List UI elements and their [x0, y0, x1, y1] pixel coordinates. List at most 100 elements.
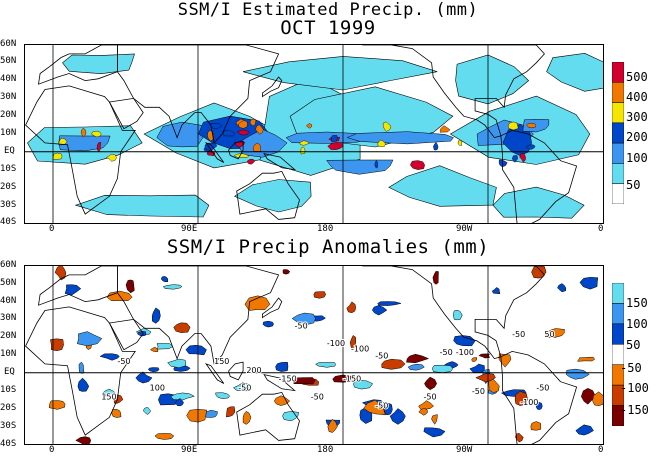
top-south-america-outline: [500, 129, 578, 223]
precip-fields: [27, 52, 603, 219]
top-colorbar-swatch-5: [611, 163, 625, 184]
anomaly-cell-98: [418, 408, 428, 416]
top-grid: [25, 45, 603, 223]
anomaly-contour-label-13: -50: [472, 387, 485, 396]
bottom-lat-label-10n: 10N: [0, 349, 17, 359]
anomaly-cell-24: [244, 295, 271, 311]
anomaly-cell-31: [498, 353, 512, 368]
anomaly-contour-label-20: 150: [101, 393, 116, 402]
bottom-japan-outline: [262, 297, 283, 319]
anomaly-fields: [48, 266, 603, 444]
anomaly-cell-72: [174, 398, 184, 407]
anomaly-cell-43: [125, 279, 135, 294]
precip-cell-13: [525, 144, 536, 150]
anomaly-cell-80: [581, 388, 596, 405]
bottom-colorbar-swatch-1: [611, 303, 625, 325]
precip-cell-11: [439, 125, 451, 133]
precip-cell-24: [374, 160, 378, 169]
anomaly-cell-53: [531, 266, 547, 279]
anomaly-contour-label-1: -100: [327, 339, 345, 348]
anomaly-cell-76: [274, 395, 291, 406]
top-north-america-outline: [362, 45, 545, 139]
anomaly-cell-23: [314, 362, 336, 368]
anomaly-contour-label-3: -50: [375, 352, 388, 361]
anomaly-contour-label-2: -100: [351, 344, 369, 353]
precip-cell-37: [306, 123, 313, 129]
anomaly-cell-29: [371, 305, 388, 316]
bottom-colorbar-label-neg50: -50: [620, 361, 642, 375]
precip-cell-26: [457, 139, 463, 146]
top-lat-label-50n: 50N: [0, 56, 17, 66]
anomaly-cell-93: [579, 277, 599, 290]
precip-cell-10: [410, 160, 425, 170]
bottom-colorbar-label-100: 100: [626, 317, 648, 331]
top-colorbar-label-300: 300: [626, 110, 648, 124]
bottom-lat-label-eq: EQ: [4, 367, 15, 377]
bottom-south-america-outline: [500, 350, 578, 444]
anomaly-cell-85: [592, 391, 603, 406]
anomaly-cell-36: [353, 380, 374, 390]
precip-cell-22: [300, 146, 306, 155]
anomaly-cell-64: [453, 309, 463, 321]
anomaly-cell-86: [327, 418, 338, 433]
anomaly-cell-65: [135, 371, 153, 384]
anomaly-cell-100: [406, 353, 430, 364]
bottom-colorbar: [611, 282, 625, 427]
bottom-north-america-outline: [362, 266, 545, 360]
precip-region-9: [492, 186, 585, 219]
anomaly-contour-label-4: -50: [440, 348, 453, 357]
top-lat-label-eq: EQ: [4, 146, 15, 156]
anomaly-contour-label-15: -50: [536, 384, 549, 393]
anomaly-cell-78: [275, 361, 289, 372]
anomaly-cell-97: [363, 399, 386, 416]
bottom-map-title: SSM/I Precip Anomalies (mm): [166, 236, 490, 258]
anomaly-cell-4: [102, 388, 116, 397]
top-lon-label-180: 180: [317, 224, 334, 234]
precip-cell-38: [331, 135, 338, 143]
precip-band-8: [326, 159, 394, 175]
anomaly-cell-63: [151, 307, 161, 324]
anomaly-cell-55: [147, 367, 160, 373]
anomaly-map-bottom: -50 -100 -100 -50 -50 -100 150 200 -50 -150 -50 -50…: [24, 265, 604, 445]
precip-band-5: [346, 131, 454, 145]
anomaly-cell-28: [111, 409, 122, 418]
top-lon-label-90e: 90E: [181, 224, 198, 234]
anomaly-cell-60: [488, 378, 500, 394]
precip-cell-28: [507, 121, 519, 131]
top-lon-label-0-east: 0: [598, 224, 604, 234]
top-colorbar-swatch-6: [611, 183, 625, 205]
bottom-lat-label-50n: 50N: [0, 278, 17, 288]
anomaly-cell-22: [262, 320, 274, 328]
precip-cell-8: [327, 142, 344, 150]
anomaly-contour-label-0: -50: [295, 321, 308, 330]
anomaly-cell-1: [346, 301, 356, 314]
anomaly-contour-label-7: 200: [246, 366, 261, 375]
anomaly-cell-21: [76, 331, 103, 347]
precip-region-7: [388, 165, 497, 207]
top-lat-label-20s: 20S: [0, 182, 17, 192]
anomaly-cell-6: [469, 363, 485, 373]
anomaly-cell-50: [491, 287, 501, 294]
precip-map-top: [24, 44, 604, 224]
precip-cell-29: [526, 122, 537, 129]
precip-region-8: [233, 179, 312, 213]
anomaly-cell-7: [431, 414, 438, 425]
top-new-guinea-outline: [263, 153, 296, 171]
anomaly-contour-label-14: -100: [520, 398, 538, 407]
top-colorbar-swatch-2: [611, 102, 625, 124]
bottom-lon-label-180: 180: [317, 445, 334, 455]
anomaly-cell-61: [77, 377, 90, 392]
precip-cell-15: [52, 152, 63, 160]
anomaly-cell-82: [424, 376, 437, 391]
top-lat-label-30s: 30S: [0, 200, 17, 210]
anomaly-contour-labels: -50-100-100-50 -50 -100150200-50-150-50-50…: [100, 320, 555, 411]
top-colorbar-label-400: 400: [626, 90, 648, 104]
top-asia-outline: [117, 45, 280, 144]
anomaly-cell-79: [389, 408, 406, 425]
anomaly-contour-label-6: 150: [214, 357, 229, 366]
anomaly-cell-66: [48, 400, 66, 410]
bottom-lat-label-30n: 30N: [0, 313, 17, 323]
anomaly-cell-27: [544, 328, 565, 338]
precip-cell-35: [233, 153, 250, 158]
anomaly-cell-47: [173, 322, 191, 333]
